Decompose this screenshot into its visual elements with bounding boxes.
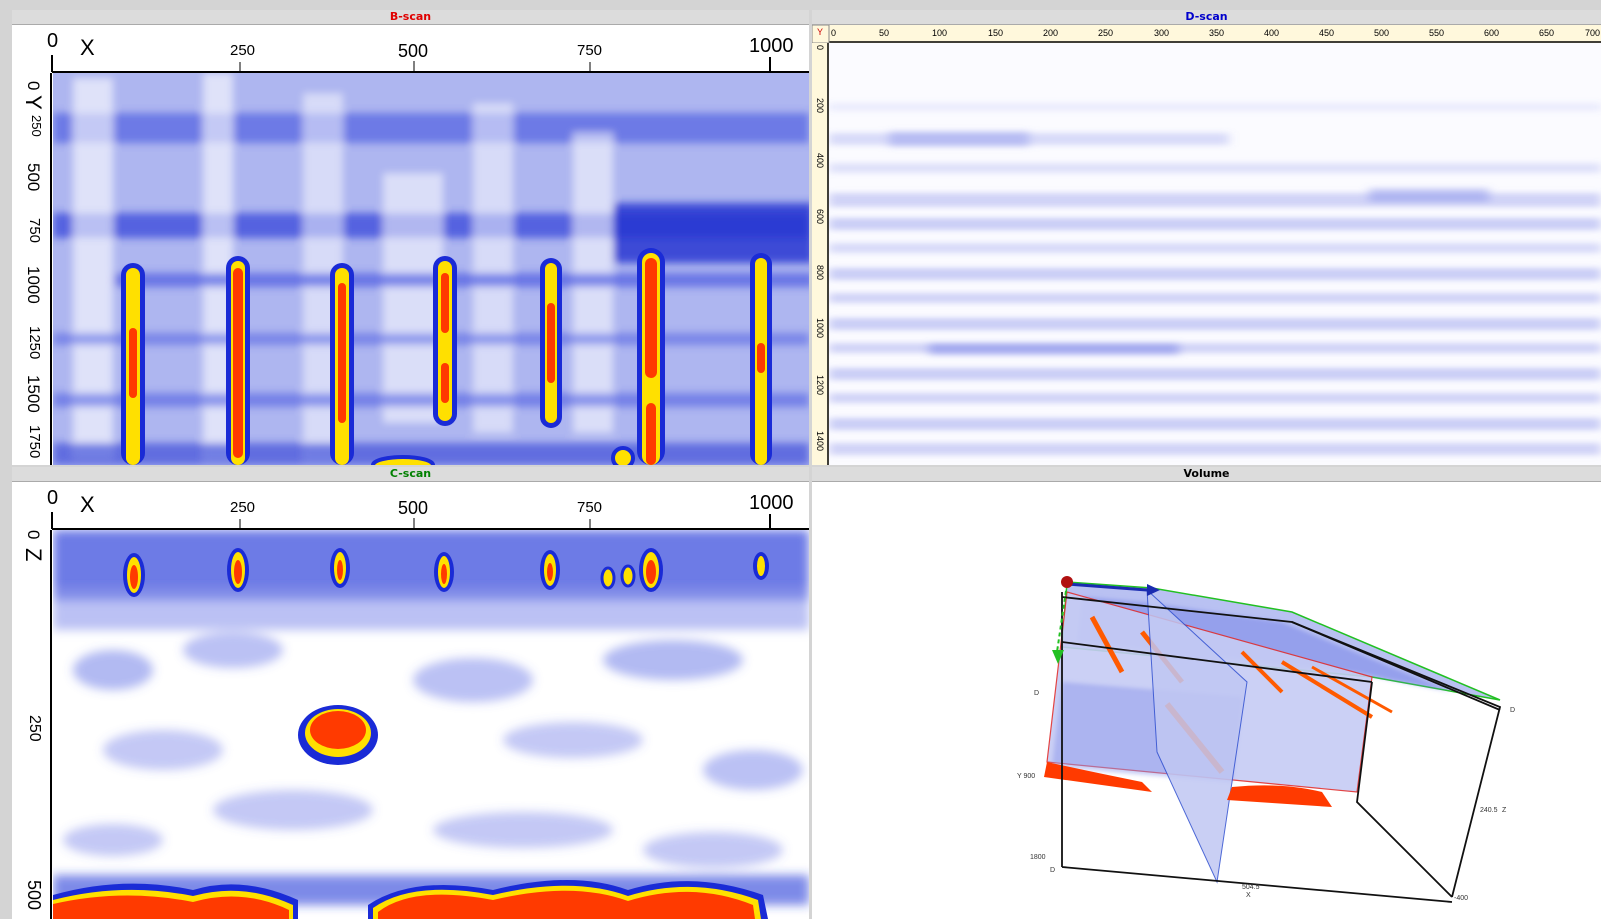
cscan-x-tick: 0 bbox=[47, 487, 58, 509]
cscan-x-ruler: 0 X 250 500 750 1000 bbox=[12, 482, 809, 530]
dscan-x-tick: 50 bbox=[879, 28, 889, 38]
cscan-y-axis-label: Z bbox=[21, 548, 46, 561]
bscan-x-axis-label: X bbox=[80, 35, 95, 60]
volume-label-d-left: D bbox=[1034, 690, 1039, 697]
volume-label-x-axis: X bbox=[1246, 892, 1251, 899]
dscan-title: D-scan bbox=[812, 10, 1601, 25]
cscan-x-tick: 1000 bbox=[749, 492, 794, 514]
dscan-x-tick: 300 bbox=[1154, 28, 1169, 38]
bscan-reflectors bbox=[121, 248, 772, 465]
volume-label-y-min: 1800 bbox=[1030, 854, 1046, 861]
dscan-panel[interactable]: D-scan Y 0 50 100 150 200 250 300 350 40… bbox=[812, 10, 1601, 465]
dscan-y-tick: 200 bbox=[815, 98, 825, 113]
dscan-image[interactable] bbox=[829, 43, 1601, 465]
dscan-y-tick: 400 bbox=[815, 153, 825, 168]
volume-label-z-axis: Z bbox=[1502, 807, 1507, 814]
dscan-x-tick: 650 bbox=[1539, 28, 1554, 38]
cscan-reflectors bbox=[53, 548, 769, 919]
volume-label-z-value: 240.5 bbox=[1480, 807, 1498, 814]
bscan-x-tick: 500 bbox=[398, 41, 428, 61]
dscan-y-tick: 0 bbox=[815, 45, 825, 50]
cscan-x-axis-label: X bbox=[80, 492, 95, 517]
dscan-x-ruler: Y 0 50 100 150 200 250 300 350 400 450 5… bbox=[812, 25, 1601, 43]
bscan-y-tick: 0 bbox=[24, 81, 43, 90]
bscan-y-tick: 1750 bbox=[26, 425, 43, 458]
bscan-y-tick: 500 bbox=[24, 163, 43, 191]
dscan-x-tick: 0 bbox=[831, 28, 836, 38]
dscan-x-tick: 200 bbox=[1043, 28, 1058, 38]
dscan-x-tick: 500 bbox=[1374, 28, 1389, 38]
dscan-x-tick: 100 bbox=[932, 28, 947, 38]
dscan-x-tick: 250 bbox=[1098, 28, 1113, 38]
volume-label-d-bottom: D bbox=[1050, 867, 1055, 874]
dscan-x-tick: 600 bbox=[1484, 28, 1499, 38]
dscan-x-tick: 700 bbox=[1585, 28, 1600, 38]
dscan-x-tick: 450 bbox=[1319, 28, 1334, 38]
dscan-y-ruler: 0 200 400 600 800 1000 1200 1400 bbox=[812, 43, 829, 465]
dscan-x-tick: 400 bbox=[1264, 28, 1279, 38]
bscan-x-ruler: 0 X 250 500 750 1000 bbox=[12, 25, 809, 73]
cscan-x-tick: 750 bbox=[577, 499, 602, 516]
bscan-y-tick: 250 bbox=[29, 115, 44, 137]
cscan-panel[interactable]: C-scan 0 X 250 500 750 1000 0 Z 250 500 bbox=[12, 467, 809, 919]
dscan-corner-label: Y bbox=[817, 27, 823, 37]
volume-label-d-right: D bbox=[1510, 707, 1515, 714]
bscan-x-tick: 250 bbox=[230, 42, 255, 59]
dscan-y-tick: 1000 bbox=[815, 318, 825, 338]
volume-label-z-min: -400 bbox=[1454, 895, 1468, 902]
bscan-panel[interactable]: B-scan 0 X 250 500 750 1000 0 Y 250 500 … bbox=[12, 10, 809, 465]
cscan-y-ruler: 0 Z 250 500 bbox=[12, 530, 52, 919]
volume-title: Volume bbox=[812, 467, 1601, 482]
dscan-x-tick: 550 bbox=[1429, 28, 1444, 38]
bscan-y-tick: 1000 bbox=[24, 266, 43, 304]
dscan-y-tick: 600 bbox=[815, 209, 825, 224]
bscan-x-tick: 1000 bbox=[749, 35, 794, 57]
cscan-x-tick: 250 bbox=[230, 499, 255, 516]
cscan-y-tick: 0 bbox=[24, 530, 43, 539]
bscan-title: B-scan bbox=[12, 10, 809, 25]
volume-label-y-value: Y 900 bbox=[1017, 773, 1035, 780]
volume-3d-view[interactable]: D D Y 900 1800 D 240.5 Z 504.5 X -400 bbox=[812, 482, 1601, 919]
bscan-x-tick: 0 bbox=[47, 30, 58, 52]
bscan-x-tick: 750 bbox=[577, 42, 602, 59]
cscan-y-tick: 250 bbox=[26, 715, 43, 742]
bscan-y-tick: 1250 bbox=[26, 326, 43, 359]
bscan-y-axis-label: Y bbox=[21, 95, 46, 110]
volume-label-x-value: 504.5 bbox=[1242, 884, 1260, 891]
dscan-x-tick: 150 bbox=[988, 28, 1003, 38]
bscan-y-tick: 750 bbox=[26, 218, 43, 243]
bscan-y-ruler: 0 Y 250 500 750 1000 1250 1500 1750 bbox=[12, 73, 52, 465]
dscan-y-tick: 1400 bbox=[815, 431, 825, 451]
dscan-y-tick: 1200 bbox=[815, 375, 825, 395]
cscan-y-tick: 500 bbox=[24, 880, 44, 910]
cscan-x-tick: 500 bbox=[398, 498, 428, 518]
dscan-x-tick: 350 bbox=[1209, 28, 1224, 38]
dscan-y-tick: 800 bbox=[815, 265, 825, 280]
cscan-image[interactable] bbox=[53, 530, 809, 919]
bscan-image[interactable] bbox=[53, 73, 809, 465]
volume-panel[interactable]: Volume bbox=[812, 467, 1601, 919]
cscan-title: C-scan bbox=[12, 467, 809, 482]
bscan-y-tick: 1500 bbox=[24, 375, 43, 413]
